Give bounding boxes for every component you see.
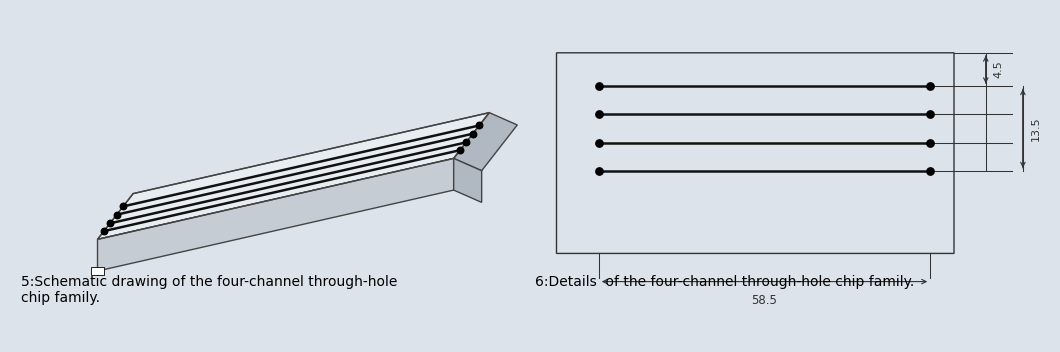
Polygon shape bbox=[98, 158, 454, 271]
Point bbox=[590, 140, 607, 145]
Polygon shape bbox=[98, 113, 490, 239]
Bar bbox=[91, 267, 104, 275]
Point bbox=[114, 203, 131, 209]
Text: 6:Details  of the four-channel through-hole chip family.: 6:Details of the four-channel through-ho… bbox=[535, 275, 915, 289]
Point bbox=[95, 228, 112, 234]
Point bbox=[590, 112, 607, 117]
Polygon shape bbox=[454, 113, 517, 171]
Point bbox=[921, 140, 939, 145]
Point bbox=[921, 112, 939, 117]
Point bbox=[590, 168, 607, 174]
Point bbox=[464, 131, 481, 137]
Text: 13.5: 13.5 bbox=[1030, 116, 1041, 141]
Point bbox=[452, 147, 469, 153]
Point bbox=[102, 220, 119, 226]
Point bbox=[921, 83, 939, 89]
Text: 58.5: 58.5 bbox=[752, 294, 777, 307]
Point bbox=[921, 168, 939, 174]
Point bbox=[590, 83, 607, 89]
FancyBboxPatch shape bbox=[556, 53, 954, 253]
Text: 4.5: 4.5 bbox=[994, 61, 1004, 78]
Text: 5:Schematic drawing of the four-channel through-hole
chip family.: 5:Schematic drawing of the four-channel … bbox=[21, 275, 397, 305]
Point bbox=[471, 122, 488, 128]
Polygon shape bbox=[454, 158, 481, 202]
Point bbox=[108, 212, 125, 218]
Point bbox=[458, 139, 475, 145]
